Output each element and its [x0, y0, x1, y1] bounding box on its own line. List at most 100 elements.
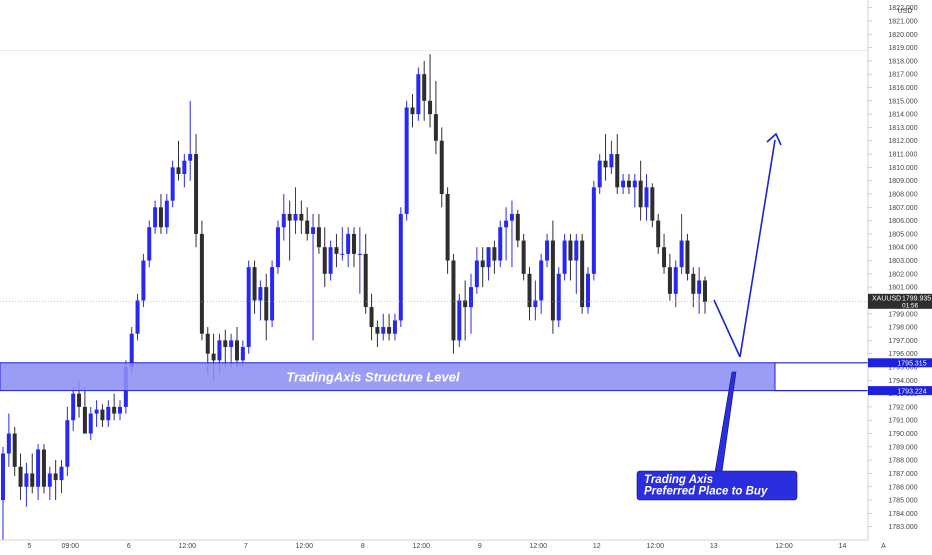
candle: [662, 233, 667, 274]
candle: [59, 460, 64, 494]
candle-body: [287, 213, 292, 221]
candle-body: [118, 406, 122, 414]
candle-body: [387, 327, 392, 334]
candle: [71, 386, 76, 431]
candle-body: [147, 227, 152, 261]
y-tick-label: 1812.000: [888, 138, 917, 145]
candle: [387, 313, 392, 341]
candle-body: [422, 74, 427, 101]
y-tick-label: 1820.000: [888, 32, 917, 39]
candle-body: [258, 287, 263, 301]
candle: [527, 267, 532, 321]
y-tick-label: 1794.000: [888, 378, 917, 385]
last-price-tag-bg: [868, 293, 932, 309]
candle: [275, 220, 280, 274]
candle: [457, 293, 462, 348]
candle-body: [135, 300, 140, 334]
candle-body: [106, 406, 111, 421]
candle-body: [205, 333, 210, 354]
candle-body: [673, 267, 678, 294]
candle-body: [457, 300, 462, 341]
candle-body: [492, 247, 497, 261]
structure-zone-label: TradingAxis Structure Level: [286, 370, 460, 385]
candle: [404, 100, 409, 221]
candle-body: [211, 353, 216, 361]
candle-body: [158, 207, 163, 228]
y-tick-label: 1791.000: [888, 418, 917, 425]
time-axis-panel[interactable]: [0, 540, 932, 550]
projection-down-line: [713, 299, 741, 358]
candle: [316, 213, 321, 254]
candle-body: [539, 260, 544, 301]
candle: [6, 413, 11, 467]
x-tick-label: 6: [127, 543, 131, 550]
candle-body: [375, 327, 380, 334]
y-tick-label: 1788.000: [888, 458, 917, 465]
candle: [106, 400, 111, 427]
candle: [521, 233, 526, 281]
candle: [586, 267, 590, 314]
candle-body: [77, 393, 82, 407]
candle: [36, 444, 41, 501]
y-tick-label: 1810.000: [888, 165, 917, 172]
candle-body: [650, 187, 655, 221]
candles-group: [1, 54, 707, 540]
candle: [18, 453, 23, 501]
callout-box[interactable]: [636, 470, 798, 501]
projection-up-line: [739, 139, 776, 358]
candle-body: [188, 154, 193, 161]
candle: [235, 327, 239, 367]
currency-label: USD: [898, 8, 913, 15]
price-axis-panel[interactable]: [868, 0, 932, 550]
candle: [650, 183, 655, 228]
candle-body: [141, 260, 146, 301]
time-axis[interactable]: 5 09:00 6 12:00 7 12:00 8 12:00 9 12:00 12 12:00 13 1…: [27, 543, 886, 550]
candle: [469, 273, 473, 334]
zone-top-tag-bg: [868, 358, 932, 368]
candle-body: [6, 433, 11, 454]
candle-body: [88, 413, 93, 434]
candle-body: [621, 180, 626, 188]
candle-body: [474, 260, 479, 288]
candle-body: [632, 180, 637, 188]
candle: [638, 160, 643, 221]
candle: [82, 386, 87, 434]
y-tick-label: 1806.000: [888, 218, 917, 225]
candle-body: [580, 240, 585, 308]
callout-text-line: Preferred Place to Buy: [644, 486, 768, 498]
y-tick-label: 1815.000: [888, 98, 917, 105]
candle: [580, 233, 585, 314]
candle-body: [129, 333, 134, 367]
candle: [88, 406, 93, 441]
candle: [299, 200, 304, 234]
candle: [164, 193, 169, 234]
candle: [264, 273, 269, 341]
y-tick-label: 1803.000: [888, 258, 917, 265]
candle-body: [381, 327, 386, 334]
price-axis[interactable]: 1783.000 1784.000 1785.000 1786.000 1787.000…: [868, 5, 918, 531]
candle: [334, 233, 339, 268]
candle-body: [615, 154, 620, 188]
candle: [439, 127, 444, 208]
structure-zone[interactable]: [0, 362, 776, 392]
y-tick-label: 1801.000: [888, 285, 917, 292]
candle-body: [153, 207, 158, 228]
candle-body: [293, 213, 298, 221]
candle-body: [36, 449, 41, 487]
candle-body: [486, 247, 491, 268]
candle: [667, 253, 672, 301]
candle-body: [392, 320, 397, 334]
candle-body: [562, 240, 567, 274]
candle: [656, 213, 661, 254]
candle-body: [1, 453, 5, 501]
candle-body: [433, 114, 438, 141]
y-tick-label: 1796.000: [888, 351, 917, 358]
y-tick-label: 1819.000: [888, 45, 917, 52]
candle-body: [521, 240, 526, 274]
candle-body: [545, 240, 550, 261]
candle-body: [703, 280, 707, 302]
candle-body: [363, 253, 368, 308]
candle-body: [697, 280, 702, 294]
candle: [685, 233, 690, 281]
